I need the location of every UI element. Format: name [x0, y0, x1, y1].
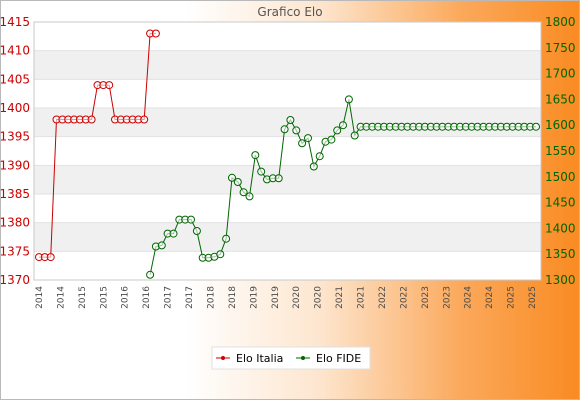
- data-point: [532, 122, 540, 131]
- data-point: [339, 121, 347, 130]
- data-point: [146, 270, 155, 279]
- x-tick-label: 2025: [507, 286, 517, 309]
- x-tick-label: 2015: [99, 286, 109, 309]
- y-right-tick-label: 1600: [545, 118, 576, 132]
- x-tick-label: 2019: [271, 286, 281, 309]
- plot-border: [33, 21, 542, 281]
- x-tick-label: 2016: [121, 286, 131, 309]
- legend-swatch-dot-1: [301, 356, 305, 360]
- data-point: [187, 215, 195, 224]
- data-point: [280, 125, 289, 134]
- data-point: [286, 116, 295, 124]
- data-point: [315, 152, 324, 161]
- y-right-tick-label: 1400: [545, 221, 576, 235]
- data-point: [327, 135, 336, 144]
- chart-title: Grafico Elo: [257, 5, 322, 19]
- grid-band: [34, 165, 541, 194]
- x-tick-label: 2016: [142, 286, 152, 309]
- y-left-tick-label: 1370: [0, 273, 30, 287]
- y-right-tick-label: 1450: [545, 196, 576, 210]
- y-left-tick-label: 1390: [0, 158, 30, 172]
- legend-box: [211, 346, 371, 370]
- x-tick-label: 2018: [228, 286, 238, 309]
- data-point: [257, 167, 266, 176]
- data-point: [192, 227, 201, 235]
- data-point: [344, 95, 353, 104]
- data-point: [157, 241, 166, 250]
- data-point: [140, 115, 149, 124]
- y-right-tick-label: 1750: [545, 41, 576, 55]
- x-tick-label: 2018: [206, 286, 216, 309]
- y-right-tick-label: 1350: [545, 247, 576, 261]
- data-point: [239, 188, 248, 197]
- x-tick-label: 2022: [378, 286, 388, 309]
- x-tick-label: 2020: [314, 286, 324, 309]
- data-point: [274, 174, 283, 183]
- y-left-tick-label: 1415: [0, 15, 30, 29]
- x-tick-label: 2023: [442, 286, 452, 309]
- data-point: [309, 162, 318, 171]
- grid-band: [34, 50, 541, 80]
- data-point: [292, 126, 301, 135]
- y-left-tick-label: 1395: [0, 130, 30, 144]
- data-point: [251, 151, 260, 160]
- data-point: [350, 131, 359, 140]
- x-tick-label: 2024: [464, 286, 474, 309]
- y-right-tick-label: 1650: [545, 92, 576, 106]
- x-tick-label: 2021: [335, 286, 345, 309]
- y-left-tick-label: 1385: [0, 187, 30, 201]
- y-left-tick-label: 1380: [0, 216, 30, 230]
- data-point: [298, 139, 307, 148]
- data-point: [151, 29, 160, 38]
- legend-label-1: Elo FIDE: [316, 352, 361, 365]
- data-point: [233, 178, 242, 186]
- x-tick-label: 2017: [185, 286, 195, 309]
- data-point: [228, 173, 236, 182]
- x-tick-label: 2015: [78, 286, 88, 309]
- data-point: [87, 115, 96, 124]
- x-tick-label: 2019: [249, 286, 259, 309]
- y-right-tick-label: 1800: [545, 15, 576, 29]
- legend-swatch-dot-0: [221, 356, 225, 360]
- y-right-tick-label: 1550: [545, 144, 576, 158]
- x-tick-label: 2025: [528, 286, 538, 309]
- x-tick-label: 2024: [485, 286, 495, 309]
- data-point: [245, 192, 254, 201]
- y-left-tick-label: 1410: [0, 44, 30, 58]
- data-point: [222, 234, 231, 243]
- x-tick-label: 2014: [35, 286, 45, 309]
- data-point: [46, 253, 55, 262]
- y-left-tick-label: 1405: [0, 72, 30, 86]
- x-tick-label: 2021: [357, 286, 367, 309]
- x-tick-label: 2020: [292, 286, 302, 309]
- y-left-tick-label: 1400: [0, 101, 30, 115]
- y-right-tick-label: 1500: [545, 170, 576, 184]
- x-tick-label: 2014: [56, 286, 66, 309]
- data-point: [333, 126, 342, 135]
- legend-label-0: Elo Italia: [236, 352, 283, 365]
- y-right-tick-label: 1300: [545, 273, 576, 287]
- data-point: [169, 229, 178, 238]
- x-tick-label: 2022: [399, 286, 409, 309]
- data-point: [105, 81, 114, 90]
- x-tick-label: 2023: [421, 286, 431, 309]
- grid-band: [34, 222, 541, 252]
- data-point: [304, 134, 312, 143]
- data-point: [216, 250, 225, 259]
- x-tick-label: 2017: [164, 286, 174, 309]
- y-right-tick-label: 1700: [545, 67, 576, 81]
- y-left-tick-label: 1375: [0, 244, 30, 258]
